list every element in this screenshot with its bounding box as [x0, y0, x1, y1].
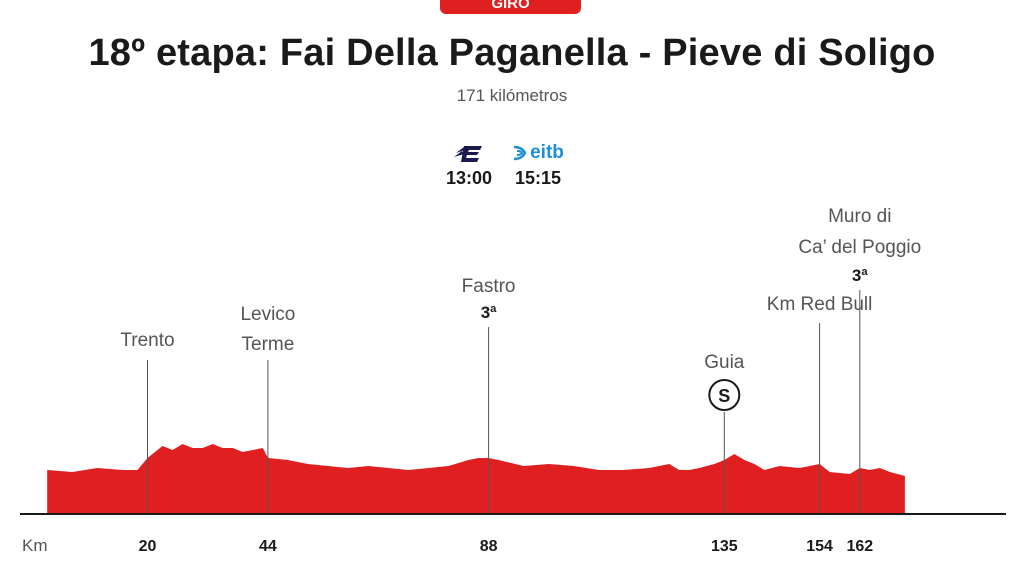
x-tick-label: 135 — [711, 538, 738, 555]
eitb-logo-icon — [514, 145, 527, 161]
landmark-label: Levico — [240, 304, 295, 325]
climb-category-label: 3ª — [852, 266, 868, 285]
landmark-label: Trento — [120, 330, 174, 351]
x-tick-label: 20 — [139, 538, 157, 555]
landmark-label: Terme — [242, 334, 295, 355]
broadcast-etb: 13:00 — [429, 140, 509, 189]
climb-category-label: 3ª — [481, 303, 497, 322]
landmark-label: Fastro — [462, 276, 516, 297]
sprint-label: S — [718, 386, 730, 406]
sprint-icon: S — [708, 379, 741, 411]
elevation-profile-area — [47, 444, 905, 514]
stage-distance: 171 kilómetros — [456, 86, 568, 105]
etb-logo-icon — [429, 140, 509, 166]
eitb-label: eitb — [530, 142, 564, 163]
broadcast-time: 13:00 — [445, 168, 493, 188]
x-tick-label: 162 — [846, 538, 873, 555]
broadcast-time: 15:15 — [514, 168, 562, 188]
race-badge: GIRO — [440, 0, 581, 14]
x-tick-label: 154 — [806, 538, 833, 555]
page-title: 18º etapa: Fai Della Paganella - Pieve d… — [88, 32, 936, 74]
x-axis-label: Km — [22, 536, 48, 555]
landmark-label: Km Red Bull — [767, 294, 873, 315]
x-tick-label: 88 — [480, 538, 498, 555]
landmark-label: Ca’ del Poggio — [798, 237, 921, 258]
landmark-label: Muro di — [828, 206, 891, 227]
broadcast-eitb: eitb 15:15 — [498, 140, 578, 189]
x-tick-label: 44 — [259, 538, 277, 555]
landmark-label: Guia — [704, 352, 745, 373]
